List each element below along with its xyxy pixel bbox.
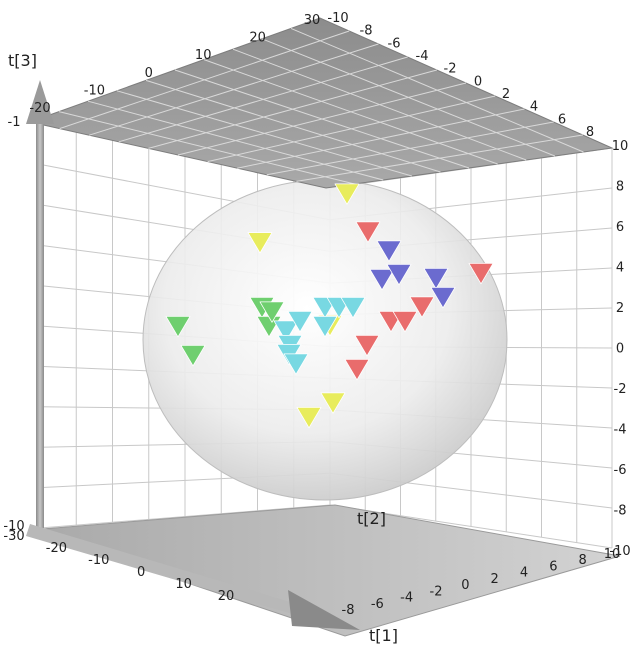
grid-line [203,59,498,165]
tick-label-right-z: -4 [614,423,627,438]
data-point [355,221,381,243]
grid-line [207,95,496,163]
tick-label-bottom-x: -30 [3,529,24,544]
tick-label-bottom-y: -8 [342,603,355,618]
grid-line [261,38,555,157]
tick-label-bottom-x: -20 [46,541,67,556]
top-plane [28,17,614,189]
data-point [376,240,402,262]
tick-label-top-y: -6 [388,36,401,51]
tick-label-top-y: -4 [416,49,429,64]
axis-title-z: t[3] [8,51,37,70]
data-point [312,315,338,338]
tick-label-bottom-y: -2 [430,584,443,599]
tick-label-bottom-y: 0 [461,578,469,593]
data-point [344,358,370,381]
tick-label-bottom-x: 0 [137,565,145,580]
tick-label-right-z: 0 [616,342,624,357]
data-point [287,310,313,333]
tick-label-top-x: 10 [195,48,212,63]
axis-title-y: t[2] [357,509,386,528]
tick-label-right-z: -2 [614,382,627,397]
tick-label-top-y: 6 [558,112,566,127]
data-point [259,301,285,323]
tick-label-bottom-y: 6 [549,559,557,574]
tick-label-bottom-y: -4 [400,591,413,606]
confidence-ellipsoid [142,179,508,501]
data-point [430,286,456,309]
data-point [334,183,360,205]
tick-label-right-z: 10 [612,139,629,154]
x-axis-arrow [26,524,360,630]
data-point [354,334,380,357]
tick-label-left-z: -1 [8,115,21,130]
data-point [165,315,191,338]
tick-label-top-y: -8 [360,24,373,39]
grid-line [232,48,527,161]
tick-label-right-z: 8 [616,180,624,195]
data-point [320,392,346,414]
tick-label-bottom-y: 4 [520,566,528,581]
data-point [409,296,435,318]
tick-label-right-z: 4 [616,261,624,276]
grid-line [296,134,583,182]
tick-label-top-x: -20 [29,101,50,116]
data-point [180,344,206,367]
tick-label-top-y: 8 [586,125,594,140]
grid-line [237,108,525,169]
tick-label-bottom-x: 20 [218,589,235,604]
tick-label-top-y: 0 [474,74,482,89]
tick-label-top-y: 2 [502,87,510,102]
data-point [423,267,449,290]
tick-label-bottom-y: 8 [579,553,587,568]
data-point [386,263,412,286]
tick-label-bottom-x: 10 [175,577,192,592]
data-point [296,406,322,429]
tick-label-right-z: -8 [614,504,627,519]
data-point [392,310,418,333]
data-point [247,232,273,254]
data-point [468,262,494,285]
tick-label-top-y: -10 [327,11,348,26]
tick-label-right-z: 2 [616,301,624,316]
floor-plane [29,504,621,637]
tick-label-bottom-y: 2 [491,572,499,587]
tick-label-bottom-y: -6 [371,597,384,612]
tick-label-right-z: -6 [614,463,627,478]
tick-label-bottom-y: 10 [604,547,621,562]
grid-line [177,82,467,156]
data-point [369,268,395,291]
data-point [340,296,366,319]
tick-label-right-z: 6 [616,220,624,235]
tick-label-top-y: -2 [444,62,457,77]
tick-label-top-y: 4 [530,100,538,115]
data-point [283,353,309,375]
data-point [273,320,299,342]
z-axis-arrow [26,80,54,528]
tick-label-bottom-x: -10 [88,553,109,568]
tick-label-top-x: 20 [249,31,266,46]
tick-label-top-x: 30 [304,13,321,28]
tick-label-left-z: -10 [3,519,24,534]
grid-line [290,27,584,153]
axis-title-x: t[1] [369,626,398,645]
tick-label-right-z: -10 [609,544,630,559]
data-markers [165,183,494,429]
grid-line [266,121,554,176]
tick-label-top-x: 0 [145,66,153,81]
tick-label-top-x: -10 [84,83,105,98]
